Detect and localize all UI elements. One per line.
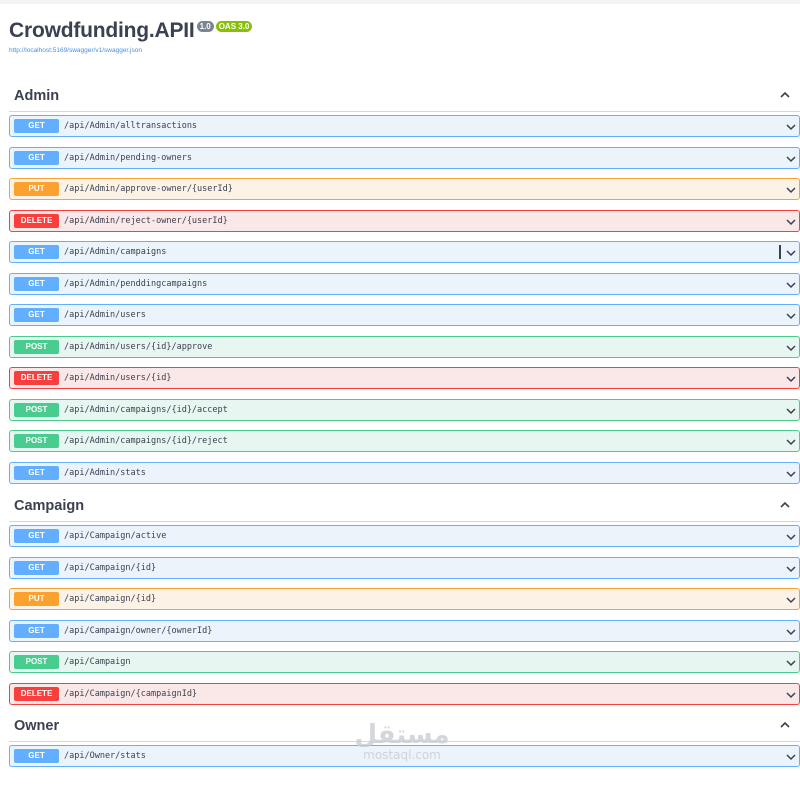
api-title: Crowdfunding.APII xyxy=(9,19,195,42)
api-info: Crowdfunding.APII 1.0 OAS 3.0 http://loc… xyxy=(9,18,253,54)
watermark-arabic: مستقل xyxy=(354,720,450,750)
operation-get[interactable]: GET/api/Owner/stats xyxy=(9,745,800,767)
chevron-down-icon[interactable] xyxy=(785,372,797,384)
operation-path: /api/Admin/pending-owners xyxy=(64,153,192,163)
operation-path: /api/Admin/stats xyxy=(64,468,146,478)
operation-path: /api/Campaign/owner/{ownerId} xyxy=(64,626,213,636)
operation-path: /api/Campaign/{campaignId} xyxy=(64,689,198,699)
operation-get[interactable]: GET/api/Admin/alltransactions xyxy=(9,115,800,137)
method-badge: POST xyxy=(14,403,59,417)
operation-post[interactable]: POST/api/Admin/users/{id}/approve xyxy=(9,336,800,358)
operation-put[interactable]: PUT/api/Admin/approve-owner/{userId} xyxy=(9,178,800,200)
operation-path: /api/Admin/users/{id}/approve xyxy=(64,342,213,352)
method-badge: DELETE xyxy=(14,214,59,228)
tag-name: Campaign xyxy=(14,498,85,514)
chevron-down-icon[interactable] xyxy=(785,467,797,479)
operation-get[interactable]: GET/api/Campaign/owner/{ownerId} xyxy=(9,620,800,642)
operation-post[interactable]: POST/api/Admin/campaigns/{id}/accept xyxy=(9,399,800,421)
method-badge: POST xyxy=(14,434,59,448)
chevron-down-icon[interactable] xyxy=(785,625,797,637)
chevron-down-icon[interactable] xyxy=(785,562,797,574)
method-badge: GET xyxy=(14,561,59,575)
chevron-down-icon[interactable] xyxy=(785,152,797,164)
operation-post[interactable]: POST/api/Admin/campaigns/{id}/reject xyxy=(9,430,800,452)
chevron-down-icon[interactable] xyxy=(785,404,797,416)
operation-path: /api/Admin/campaigns xyxy=(64,247,167,257)
chevron-up-icon[interactable] xyxy=(778,498,792,512)
operation-path: /api/Campaign/{id} xyxy=(64,594,157,604)
tag-header-campaign[interactable]: Campaign xyxy=(9,495,800,522)
tag-header-owner[interactable]: Owner xyxy=(9,715,800,742)
chevron-down-icon[interactable] xyxy=(785,341,797,353)
method-badge: PUT xyxy=(14,182,59,196)
method-badge: DELETE xyxy=(14,371,59,385)
chevron-down-icon[interactable] xyxy=(785,183,797,195)
operation-path: /api/Admin/penddingcampaigns xyxy=(64,279,208,289)
chevron-down-icon[interactable] xyxy=(785,593,797,605)
operation-delete[interactable]: DELETE/api/Campaign/{campaignId} xyxy=(9,683,800,705)
chevron-down-icon[interactable] xyxy=(785,309,797,321)
operation-path: /api/Campaign/{id} xyxy=(64,563,157,573)
operation-get[interactable]: GET/api/Admin/campaigns xyxy=(9,241,800,263)
chevron-down-icon[interactable] xyxy=(785,435,797,447)
version-badge: 1.0 xyxy=(196,21,214,32)
operation-path: /api/Admin/campaigns/{id}/accept xyxy=(64,405,228,415)
operation-get[interactable]: GET/api/Admin/pending-owners xyxy=(9,147,800,169)
operation-get[interactable]: GET/api/Campaign/active xyxy=(9,525,800,547)
operation-path: /api/Owner/stats xyxy=(64,751,146,761)
watermark: مستقل mostaql.com xyxy=(352,721,452,761)
operation-get[interactable]: GET/api/Admin/penddingcampaigns xyxy=(9,273,800,295)
operation-path: /api/Admin/approve-owner/{userId} xyxy=(64,184,233,194)
operation-path: /api/Admin/users xyxy=(64,310,146,320)
method-badge: GET xyxy=(14,529,59,543)
method-badge: DELETE xyxy=(14,687,59,701)
operation-path: /api/Campaign xyxy=(64,657,131,667)
method-badge: GET xyxy=(14,277,59,291)
method-badge: POST xyxy=(14,340,59,354)
chevron-down-icon[interactable] xyxy=(785,120,797,132)
tag-header-admin[interactable]: Admin xyxy=(9,85,800,112)
operation-delete[interactable]: DELETE/api/Admin/reject-owner/{userId} xyxy=(9,210,800,232)
chevron-down-icon[interactable] xyxy=(785,278,797,290)
method-badge: GET xyxy=(14,151,59,165)
tag-name: Admin xyxy=(14,88,60,104)
operation-path: /api/Admin/users/{id} xyxy=(64,373,172,383)
watermark-latin: mostaql.com xyxy=(363,748,441,762)
chevron-up-icon[interactable] xyxy=(778,718,792,732)
chevron-down-icon[interactable] xyxy=(785,530,797,542)
method-badge: GET xyxy=(14,308,59,322)
tag-name: Owner xyxy=(14,718,60,734)
method-badge: PUT xyxy=(14,592,59,606)
chevron-down-icon[interactable] xyxy=(785,656,797,668)
operation-path: /api/Admin/alltransactions xyxy=(64,121,198,131)
operation-delete[interactable]: DELETE/api/Admin/users/{id} xyxy=(9,367,800,389)
operation-path: /api/Admin/reject-owner/{userId} xyxy=(64,216,228,226)
operation-get[interactable]: GET/api/Admin/users xyxy=(9,304,800,326)
oas-badge: OAS 3.0 xyxy=(215,21,253,32)
chevron-down-icon[interactable] xyxy=(785,246,797,258)
top-divider xyxy=(0,0,800,4)
method-badge: GET xyxy=(14,245,59,259)
operation-get[interactable]: GET/api/Admin/stats xyxy=(9,462,800,484)
chevron-down-icon[interactable] xyxy=(785,688,797,700)
operation-path: /api/Campaign/active xyxy=(64,531,167,541)
operation-put[interactable]: PUT/api/Campaign/{id} xyxy=(9,588,800,610)
chevron-down-icon[interactable] xyxy=(785,215,797,227)
method-badge: GET xyxy=(14,466,59,480)
spec-url-link[interactable]: http://localhost:5169/swagger/v1/swagger… xyxy=(9,47,142,54)
method-badge: GET xyxy=(14,624,59,638)
operation-get[interactable]: GET/api/Campaign/{id} xyxy=(9,557,800,579)
chevron-up-icon[interactable] xyxy=(778,88,792,102)
chevron-down-icon[interactable] xyxy=(785,750,797,762)
text-cursor xyxy=(779,245,781,259)
method-badge: GET xyxy=(14,119,59,133)
operation-path: /api/Admin/campaigns/{id}/reject xyxy=(64,436,228,446)
method-badge: GET xyxy=(14,749,59,763)
method-badge: POST xyxy=(14,655,59,669)
operation-post[interactable]: POST/api/Campaign xyxy=(9,651,800,673)
